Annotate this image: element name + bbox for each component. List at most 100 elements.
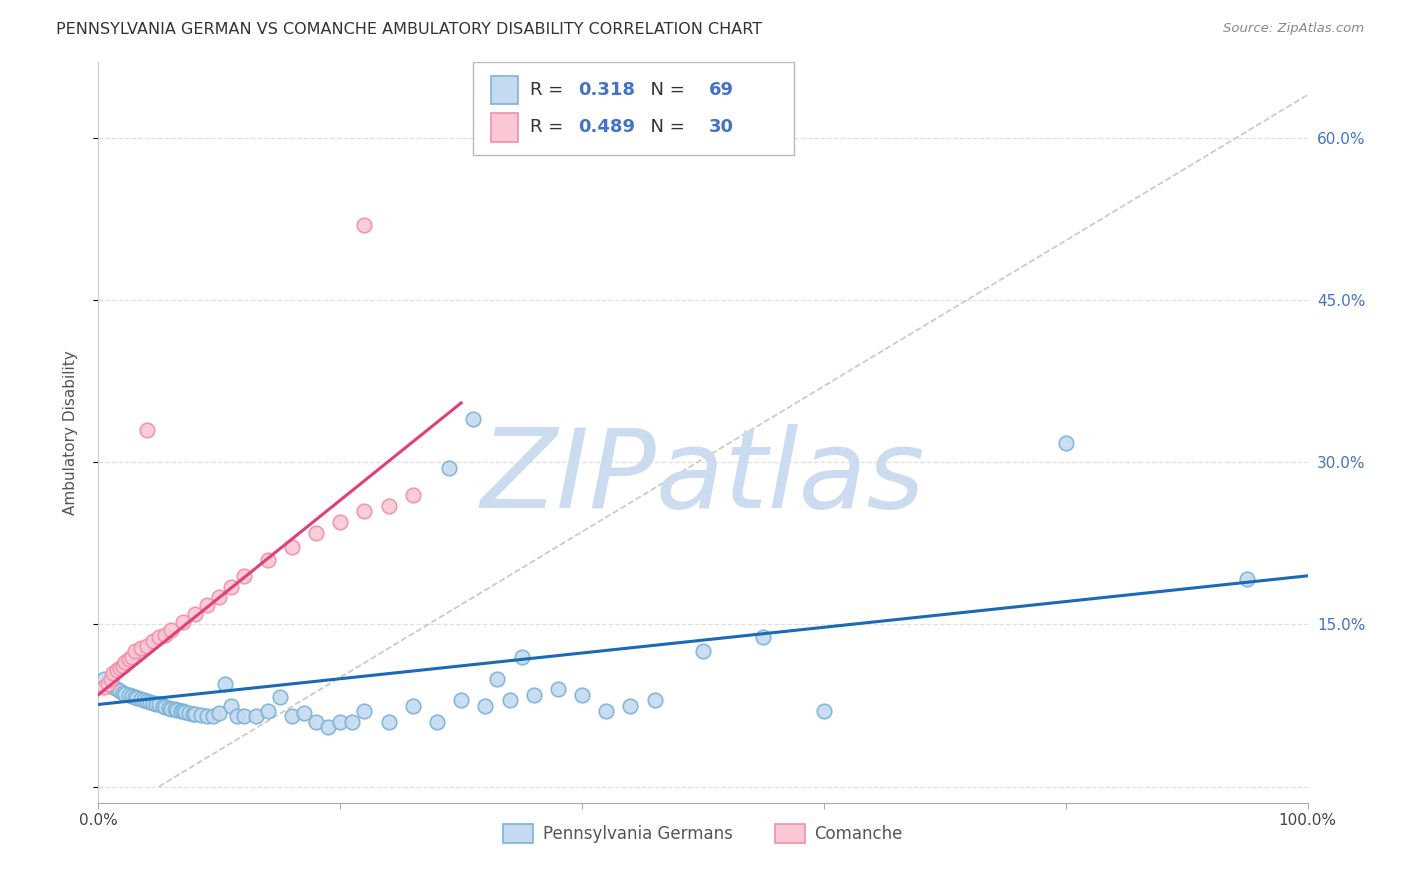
Point <box>281 709 304 723</box>
Point <box>97 677 120 691</box>
Point <box>571 688 593 702</box>
Point <box>114 655 136 669</box>
Point <box>377 499 399 513</box>
Point <box>221 698 243 713</box>
Point <box>124 690 146 704</box>
FancyBboxPatch shape <box>492 76 517 104</box>
Point <box>108 661 131 675</box>
Point <box>157 700 180 714</box>
Point <box>437 460 460 475</box>
Point <box>644 693 666 707</box>
Point <box>450 693 472 707</box>
Point <box>105 682 128 697</box>
FancyBboxPatch shape <box>474 62 793 155</box>
Point <box>256 704 278 718</box>
Point <box>181 707 204 722</box>
Point <box>148 631 170 645</box>
Point <box>114 687 136 701</box>
Legend: Pennsylvania Germans, Comanche: Pennsylvania Germans, Comanche <box>496 817 910 850</box>
Point <box>342 714 364 729</box>
Point <box>292 706 315 720</box>
Point <box>305 714 328 729</box>
Point <box>510 649 533 664</box>
Point <box>377 714 399 729</box>
Point <box>124 644 146 658</box>
Point <box>329 714 352 729</box>
Text: ZIPatlas: ZIPatlas <box>481 424 925 531</box>
Point <box>232 569 254 583</box>
Point <box>152 698 174 713</box>
Point <box>163 702 186 716</box>
Point <box>463 412 485 426</box>
Point <box>174 705 197 719</box>
Point <box>1054 436 1077 450</box>
Point <box>547 682 569 697</box>
Point <box>813 704 835 718</box>
Point <box>172 704 194 718</box>
Point <box>184 607 207 621</box>
Point <box>121 689 143 703</box>
Point <box>134 693 156 707</box>
Point <box>135 694 157 708</box>
Point <box>692 644 714 658</box>
Point <box>523 688 546 702</box>
Point <box>195 598 218 612</box>
Point <box>486 672 509 686</box>
Point <box>426 714 449 729</box>
Point <box>232 709 254 723</box>
Text: 69: 69 <box>709 81 734 99</box>
Point <box>93 680 115 694</box>
Point <box>353 704 375 718</box>
Text: 0.318: 0.318 <box>578 81 636 99</box>
FancyBboxPatch shape <box>492 113 517 142</box>
Point <box>129 641 152 656</box>
Point <box>214 677 236 691</box>
Point <box>281 540 304 554</box>
Point <box>256 552 278 566</box>
Point <box>269 690 291 704</box>
Point <box>245 709 267 723</box>
Text: 30: 30 <box>709 119 734 136</box>
Point <box>1236 572 1258 586</box>
Point <box>179 706 201 720</box>
Text: N =: N = <box>638 119 690 136</box>
Point <box>169 704 191 718</box>
Point <box>145 698 167 712</box>
Text: R =: R = <box>530 81 569 99</box>
Point <box>93 672 115 686</box>
Point <box>108 684 131 698</box>
Point <box>118 688 141 702</box>
Text: 0.489: 0.489 <box>578 119 636 136</box>
Point <box>100 677 122 691</box>
Point <box>139 695 162 709</box>
Point <box>195 709 218 723</box>
Point <box>208 591 231 605</box>
Point <box>498 693 520 707</box>
Point <box>208 706 231 720</box>
Point <box>135 423 157 437</box>
Point <box>619 698 641 713</box>
Point <box>129 692 152 706</box>
Point <box>402 488 425 502</box>
Point <box>329 515 352 529</box>
Y-axis label: Ambulatory Disability: Ambulatory Disability <box>63 351 77 515</box>
Point <box>305 525 328 540</box>
Point <box>226 709 249 723</box>
Point <box>160 623 183 637</box>
Point <box>353 218 375 232</box>
Point <box>100 672 122 686</box>
Point <box>202 709 225 723</box>
Point <box>153 699 176 714</box>
Point <box>118 652 141 666</box>
Point <box>111 658 134 673</box>
Point <box>166 703 188 717</box>
Point <box>160 702 183 716</box>
Point <box>148 698 170 712</box>
Point <box>172 615 194 630</box>
Text: Source: ZipAtlas.com: Source: ZipAtlas.com <box>1223 22 1364 36</box>
Text: R =: R = <box>530 119 569 136</box>
Point <box>111 685 134 699</box>
Point <box>127 690 149 705</box>
Point <box>153 628 176 642</box>
Point <box>105 663 128 677</box>
